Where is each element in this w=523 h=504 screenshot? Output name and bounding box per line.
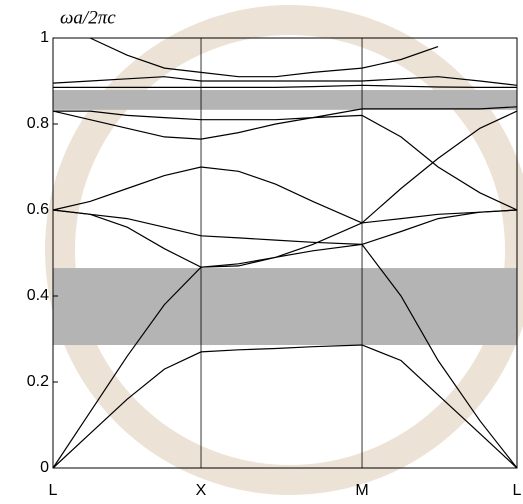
- band-line: [89, 37, 439, 78]
- y-axis-label: ωa/2πc: [60, 7, 116, 28]
- y-tick-label: 1: [40, 29, 49, 46]
- x-tick-label: M: [355, 482, 368, 499]
- plot-frame: [52, 37, 518, 469]
- band-line: [52, 76, 518, 86]
- band-line: [52, 344, 518, 469]
- band-line: [52, 209, 518, 246]
- x-tick-label: L: [49, 482, 58, 499]
- band-line: [53, 84, 517, 88]
- watermark: [45, 5, 523, 495]
- y-tick-label: 0.6: [27, 201, 49, 218]
- band-line: [52, 110, 518, 224]
- x-tick-label: X: [196, 482, 207, 499]
- band-line: [52, 110, 518, 211]
- ylabel-box: [55, 2, 143, 36]
- y-tick-label: 0: [40, 459, 49, 476]
- band-line: [52, 209, 518, 268]
- y-tick-label: 0.8: [27, 115, 49, 132]
- band-gap: [53, 268, 517, 346]
- band-line: [53, 106, 518, 121]
- x-tick-label: L: [513, 482, 522, 499]
- y-tick-label: 0.2: [27, 373, 49, 390]
- y-tick-label: 0.4: [27, 287, 49, 304]
- band-gap: [53, 90, 517, 110]
